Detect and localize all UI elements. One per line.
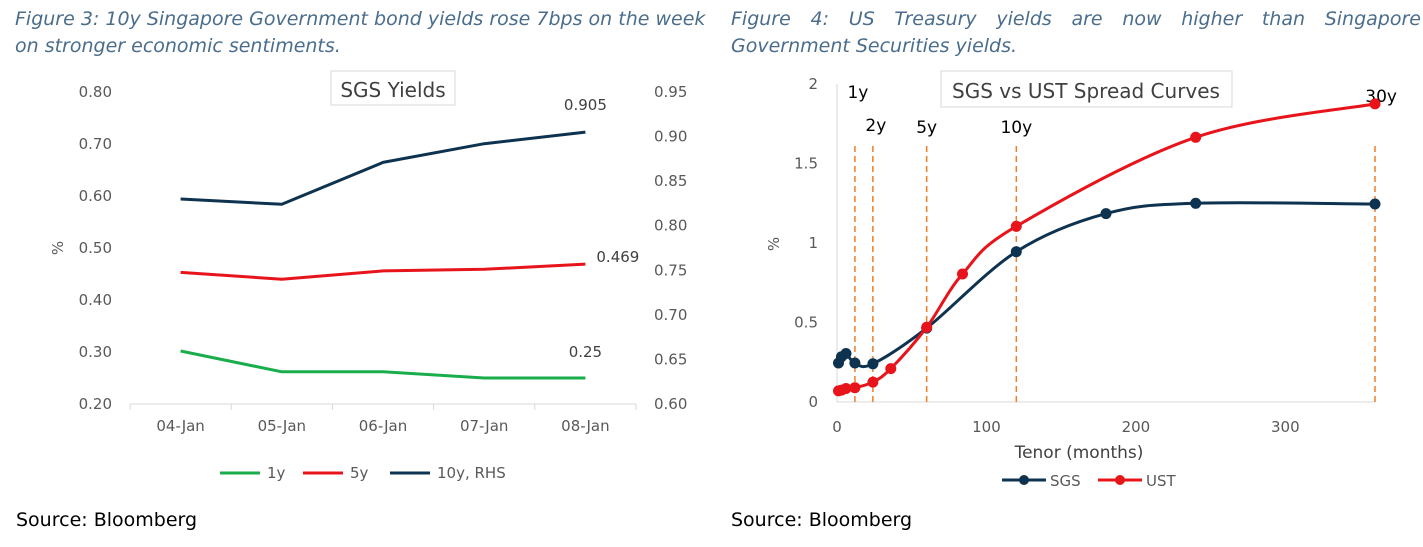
chart1-y2-tick-label: 0.60 bbox=[654, 395, 687, 413]
chart1-y-tick-label: 0.20 bbox=[79, 395, 112, 413]
chart1-y-tick-label: 0.60 bbox=[79, 187, 112, 205]
chart2-series-line-sgs bbox=[837, 201, 1376, 369]
chart1-series-lines bbox=[180, 130, 586, 380]
chart2-point-sgs bbox=[1100, 208, 1112, 220]
chart2-tenor-marker-label: 10y bbox=[1000, 118, 1032, 138]
chart2-tenor-marker-label: 5y bbox=[916, 118, 937, 138]
chart2-x-tick-label: 300 bbox=[1271, 418, 1300, 436]
chart1-x-tick-label: 06-Jan bbox=[359, 417, 407, 435]
chart2-point-ust bbox=[921, 321, 933, 333]
chart2-legend-marker bbox=[1019, 475, 1029, 485]
chart1-legend-label: 1y bbox=[267, 464, 286, 482]
chart2-point-sgs bbox=[840, 348, 852, 359]
chart2-point-ust bbox=[1190, 131, 1202, 143]
chart2-legend-label: UST bbox=[1146, 472, 1177, 490]
chart1-x-tick-label: 05-Jan bbox=[258, 417, 306, 435]
chart2-legend: SGS UST bbox=[1002, 472, 1177, 490]
chart1-y2-tick-label: 0.65 bbox=[654, 350, 687, 368]
chart1-y2-tick-label: 0.80 bbox=[654, 217, 687, 235]
chart2-point-sgs bbox=[1010, 246, 1022, 258]
chart2-point-ust bbox=[1369, 98, 1381, 110]
chart2-point-ust bbox=[957, 268, 968, 280]
figure-3-caption: Figure 3: 10y Singapore Government bond … bbox=[15, 8, 706, 57]
chart1-y-tick-label: 0.40 bbox=[79, 291, 112, 309]
chart2-title-box bbox=[940, 70, 1233, 108]
figure-4-source: Source: Bloomberg bbox=[731, 509, 913, 531]
chart1-y2-tick-label: 0.85 bbox=[654, 172, 687, 190]
chart2-y-axis-label: % bbox=[765, 237, 783, 251]
chart2-x-tick-label: 0 bbox=[832, 418, 842, 436]
chart1-y-tick-label: 0.30 bbox=[79, 343, 112, 361]
figure-4-caption: Figure 4: US Treasury yields are now hig… bbox=[731, 8, 1421, 57]
chart2-point-ust bbox=[885, 363, 897, 375]
chart1-series-line-1 bbox=[180, 349, 586, 380]
chart1-title: SGS Yields bbox=[340, 78, 445, 102]
chart2-legend-label: SGS bbox=[1050, 472, 1081, 490]
chart1-data-label-1y: 0.25 bbox=[569, 343, 602, 361]
chart2-legend-marker bbox=[1115, 475, 1125, 485]
chart2-y-tick-label: 2 bbox=[808, 75, 818, 93]
chart1-x-tick-label: 04-Jan bbox=[156, 417, 204, 435]
chart2-y-tick-label: 0.5 bbox=[794, 314, 818, 332]
chart1-y-tick-label: 0.70 bbox=[79, 135, 112, 153]
chart2-y-tick-label: 1.5 bbox=[794, 155, 818, 173]
chart1-y-tick-label: 0.80 bbox=[79, 83, 112, 101]
chart1-axes: 04-Jan 05-Jan 06-Jan 07-Jan 08-Jan 0.20 0.30 0.… bbox=[79, 83, 688, 435]
sgs-yields-chart: 04-Jan 05-Jan 06-Jan 07-Jan 08-Jan 0.20 0.30 0.… bbox=[49, 70, 688, 482]
chart2-x-tick-label: 100 bbox=[972, 418, 1001, 436]
chart2-point-sgs bbox=[867, 358, 879, 370]
chart1-x-tick-label: 07-Jan bbox=[460, 417, 508, 435]
chart1-y2-tick-label: 0.75 bbox=[654, 261, 687, 279]
chart1-legend-label: 10y, RHS bbox=[437, 464, 506, 482]
chart2-x-tick-label: 200 bbox=[1122, 418, 1151, 436]
chart2-point-ust bbox=[1010, 220, 1022, 232]
chart1-y2-tick-label: 0.90 bbox=[654, 128, 687, 146]
chart2-point-sgs bbox=[1190, 197, 1202, 209]
chart1-title-box bbox=[330, 70, 456, 106]
chart2-x-axis-label: Tenor (months) bbox=[1014, 443, 1144, 463]
chart1-series-line-3 bbox=[180, 130, 586, 206]
chart1-y2-tick-label: 0.70 bbox=[654, 306, 687, 324]
chart2-point-sgs bbox=[849, 357, 861, 369]
chart1-data-labels: 0.905 0.469 0.25 bbox=[564, 96, 639, 361]
chart2-y-tick-label: 0 bbox=[808, 393, 818, 411]
chart1-legend-label: 5y bbox=[350, 464, 369, 482]
chart1-y2-tick-label: 0.95 bbox=[654, 83, 687, 101]
chart2-point-ust bbox=[867, 376, 879, 388]
chart1-y-tick-label: 0.50 bbox=[79, 239, 112, 257]
chart1-y-axis-label: % bbox=[49, 241, 67, 255]
chart2-y-tick-label: 1 bbox=[808, 234, 818, 252]
chart2-tenor-marker-label: 1y bbox=[847, 83, 868, 103]
chart2-point-ust bbox=[849, 382, 861, 394]
chart2-point-sgs bbox=[1369, 198, 1381, 210]
chart1-legend: 1y 5y 10y, RHS bbox=[220, 464, 506, 482]
figure-3-source: Source: Bloomberg bbox=[16, 509, 198, 531]
chart1-data-label-10y: 0.905 bbox=[564, 96, 607, 114]
chart2-series-lines bbox=[833, 98, 1381, 397]
chart1-series-line-2 bbox=[180, 262, 586, 281]
chart2-series-line-ust bbox=[837, 102, 1376, 393]
chart1-data-label-5y: 0.469 bbox=[596, 248, 639, 266]
chart1-x-tick-label: 08-Jan bbox=[561, 417, 609, 435]
chart2-title: SGS vs UST Spread Curves bbox=[952, 79, 1220, 103]
chart2-tenor-marker-label: 2y bbox=[865, 116, 886, 136]
